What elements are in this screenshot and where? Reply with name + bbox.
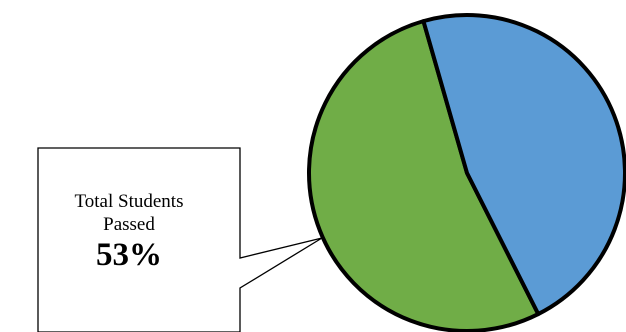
pie-slice-passed (307, 19, 541, 332)
pie-slices (307, 13, 626, 332)
callout-label: Total Students Passed 53% (38, 190, 220, 274)
callout-percent: 53% (96, 237, 162, 273)
callout-line-1: Total Students (74, 191, 184, 212)
pie-slice-other (421, 13, 626, 317)
callout-line-2: Passed (103, 214, 155, 235)
callout-box (37, 147, 323, 332)
